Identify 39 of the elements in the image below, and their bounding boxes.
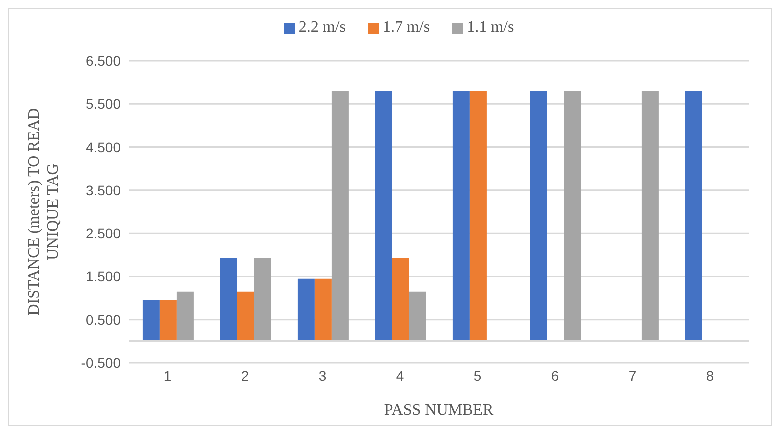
x-tick-label: 5 <box>474 368 482 384</box>
x-tick-label: 1 <box>164 368 172 384</box>
bar <box>409 292 426 342</box>
x-tick-label: 4 <box>396 368 404 384</box>
bar <box>470 91 487 342</box>
bar <box>237 292 254 342</box>
y-tick-label: 2.500 <box>86 226 122 242</box>
bar <box>160 300 177 342</box>
bar <box>452 91 470 342</box>
x-tick-label: 6 <box>551 368 560 384</box>
x-tick-label: 7 <box>628 368 637 384</box>
bar <box>375 91 392 342</box>
y-tick-label: 0.500 <box>86 312 122 328</box>
bar <box>685 91 702 342</box>
bar <box>220 258 238 342</box>
bar <box>176 292 194 342</box>
x-tick-label: 3 <box>318 368 327 384</box>
bar <box>642 91 659 342</box>
bar <box>332 91 349 342</box>
legend-label: 1.7 m/s <box>382 19 430 37</box>
legend-label: 2.2 m/s <box>298 19 346 37</box>
bar <box>314 278 332 342</box>
bar <box>142 300 160 342</box>
legend-label: 1.1 m/s <box>466 19 514 37</box>
bar <box>298 278 315 342</box>
y-tick-label: 3.500 <box>86 182 122 198</box>
y-tick-label: 4.500 <box>86 139 122 156</box>
bar <box>392 258 410 342</box>
y-tick-label: 6.500 <box>86 52 122 69</box>
x-axis-title: PASS NUMBER <box>384 402 494 419</box>
bar <box>564 91 582 342</box>
bar <box>530 91 548 342</box>
x-tick-label: 2 <box>241 368 250 384</box>
x-tick-label: 8 <box>706 368 714 384</box>
y-tick-label: 5.500 <box>86 96 122 112</box>
y-axis-title: DISTANCE (meters) TO READ UNIQUE TAG <box>26 108 62 316</box>
y-tick-label: -0.500 <box>81 354 122 371</box>
y-tick-label: 1.500 <box>86 268 122 285</box>
bar <box>254 258 272 342</box>
